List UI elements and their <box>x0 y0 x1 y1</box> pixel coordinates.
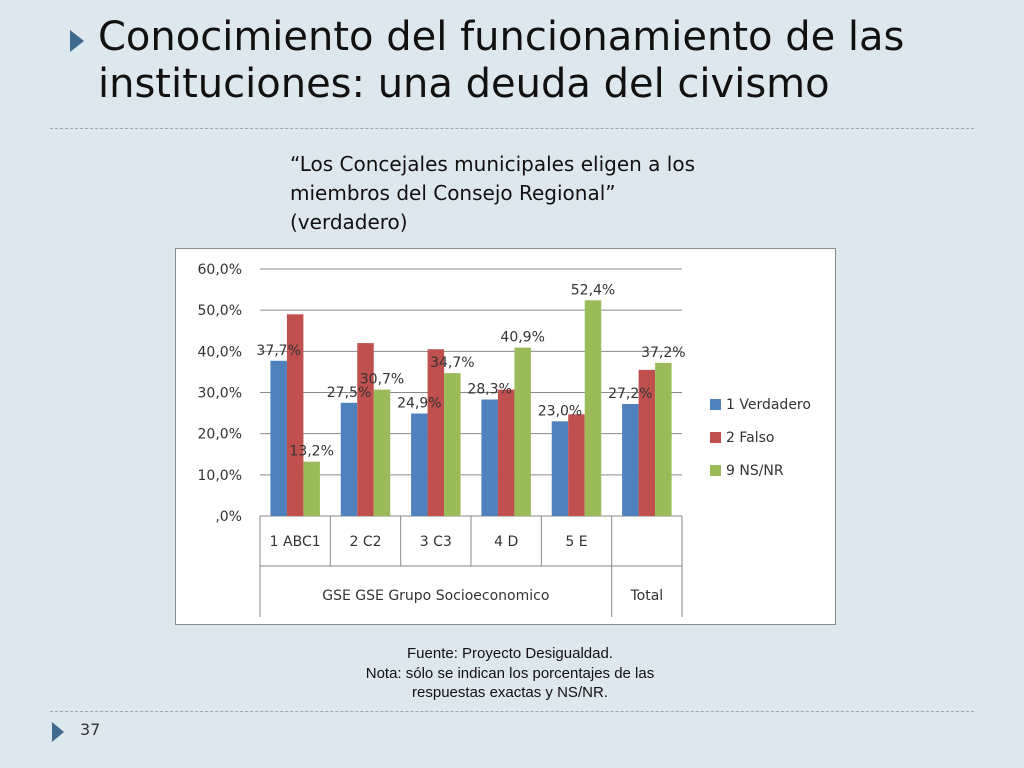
bar <box>622 404 639 516</box>
title-divider <box>50 128 974 129</box>
bar-chart: ,0% 10,0% 20,0% 30,0% 40,0% 50,0% 60,0% 37,7% 27… <box>198 262 811 617</box>
bar <box>551 421 569 516</box>
bar <box>481 399 498 516</box>
data-label: 40,9% <box>500 330 544 346</box>
bar <box>373 389 391 516</box>
y-tick-label: ,0% <box>215 509 242 525</box>
legend-label: 1 Verdadero <box>726 397 811 413</box>
legend-swatch <box>710 432 721 443</box>
title-bullet-icon <box>70 30 84 52</box>
data-label: 27,2% <box>608 386 652 402</box>
bar <box>655 362 672 516</box>
y-tick-label: 50,0% <box>198 303 242 319</box>
bar <box>497 389 515 516</box>
data-label: 37,7% <box>256 343 300 359</box>
y-tick-label: 40,0% <box>198 344 242 360</box>
y-tick-label: 20,0% <box>198 427 242 443</box>
data-label: 24,9% <box>397 395 441 411</box>
legend-label: 9 NS/NR <box>726 463 784 479</box>
bar <box>286 314 304 516</box>
data-label: 37,2% <box>641 345 685 361</box>
data-label: 30,7% <box>360 372 404 388</box>
page-number: 37 <box>80 720 101 739</box>
bar <box>514 347 531 516</box>
legend-swatch <box>710 399 721 410</box>
note-line-2: respuestas exactas y NS/NR. <box>412 684 608 701</box>
chart-frame: ,0% 10,0% 20,0% 30,0% 40,0% 50,0% 60,0% 37,7% 27… <box>175 248 836 625</box>
data-label: 28,3% <box>467 381 511 397</box>
legend-swatch <box>710 465 721 476</box>
category-label: 2 C2 <box>349 534 381 550</box>
y-tick-label: 30,0% <box>198 386 242 402</box>
y-tick-label: 10,0% <box>198 468 242 484</box>
bar <box>303 461 320 516</box>
data-label: 52,4% <box>571 282 615 298</box>
footer-bullet-icon <box>52 722 64 742</box>
bar <box>340 402 358 516</box>
bar <box>568 414 585 516</box>
source-line: Fuente: Proyecto Desigualdad. <box>407 645 613 662</box>
bar <box>427 349 445 516</box>
category-label: 3 C3 <box>420 534 452 550</box>
bar <box>638 369 656 516</box>
category-label: 4 D <box>494 534 518 550</box>
data-label: 27,5% <box>327 385 371 401</box>
source-note: Fuente: Proyecto Desigualdad. Nota: sólo… <box>320 644 700 703</box>
category-label: 1 ABC1 <box>270 534 321 550</box>
data-label: 34,7% <box>430 355 474 371</box>
chart-subtitle: “Los Concejales municipales eligen a los… <box>290 152 695 234</box>
bar <box>584 300 602 516</box>
category-label: Total <box>629 588 663 604</box>
category-label: 5 E <box>565 534 587 550</box>
bar <box>444 373 461 516</box>
bar <box>357 343 374 516</box>
group-label: GSE GSE Grupo Socioeconomico <box>322 588 549 604</box>
slide-title: Conocimiento del funcionamiento de las i… <box>98 14 905 107</box>
note-line-1: Nota: sólo se indican los porcentajes de… <box>365 664 655 682</box>
footer-divider <box>50 711 974 712</box>
bar <box>411 413 428 516</box>
y-tick-label: 60,0% <box>198 262 242 278</box>
data-label: 23,0% <box>538 403 582 419</box>
legend-label: 2 Falso <box>726 430 774 446</box>
data-label: 13,2% <box>289 444 333 460</box>
bar <box>270 360 287 516</box>
